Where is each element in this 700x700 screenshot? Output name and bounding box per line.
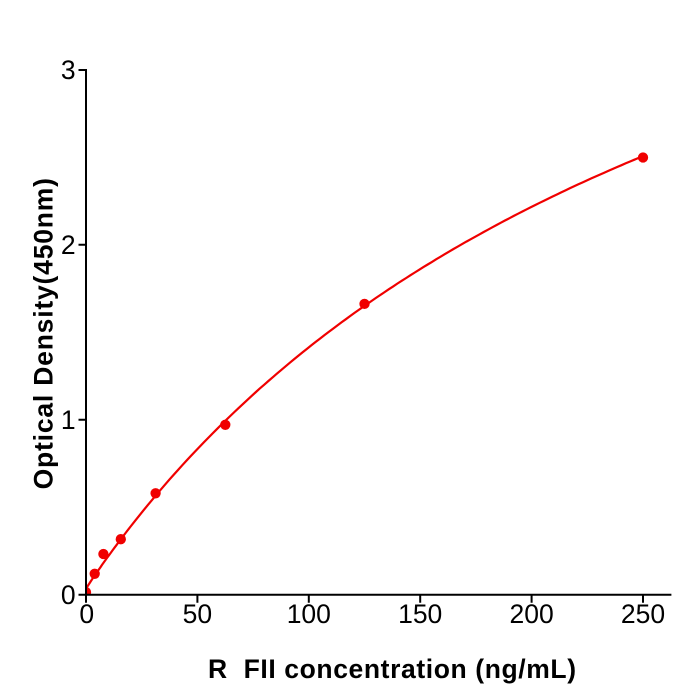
svg-text:1: 1 <box>61 405 76 435</box>
svg-text:Optical Density(450nm): Optical Density(450nm) <box>28 177 58 489</box>
svg-text:200: 200 <box>509 599 553 629</box>
svg-text:50: 50 <box>183 599 212 629</box>
svg-text:250: 250 <box>621 599 665 629</box>
svg-text:R FII concentration (ng/mL): R FII concentration (ng/mL) <box>208 654 577 684</box>
svg-text:0: 0 <box>79 599 94 629</box>
svg-text:0: 0 <box>61 580 76 610</box>
svg-text:2: 2 <box>61 230 76 260</box>
svg-text:100: 100 <box>287 599 331 629</box>
svg-text:3: 3 <box>61 55 76 85</box>
svg-text:150: 150 <box>398 599 442 629</box>
